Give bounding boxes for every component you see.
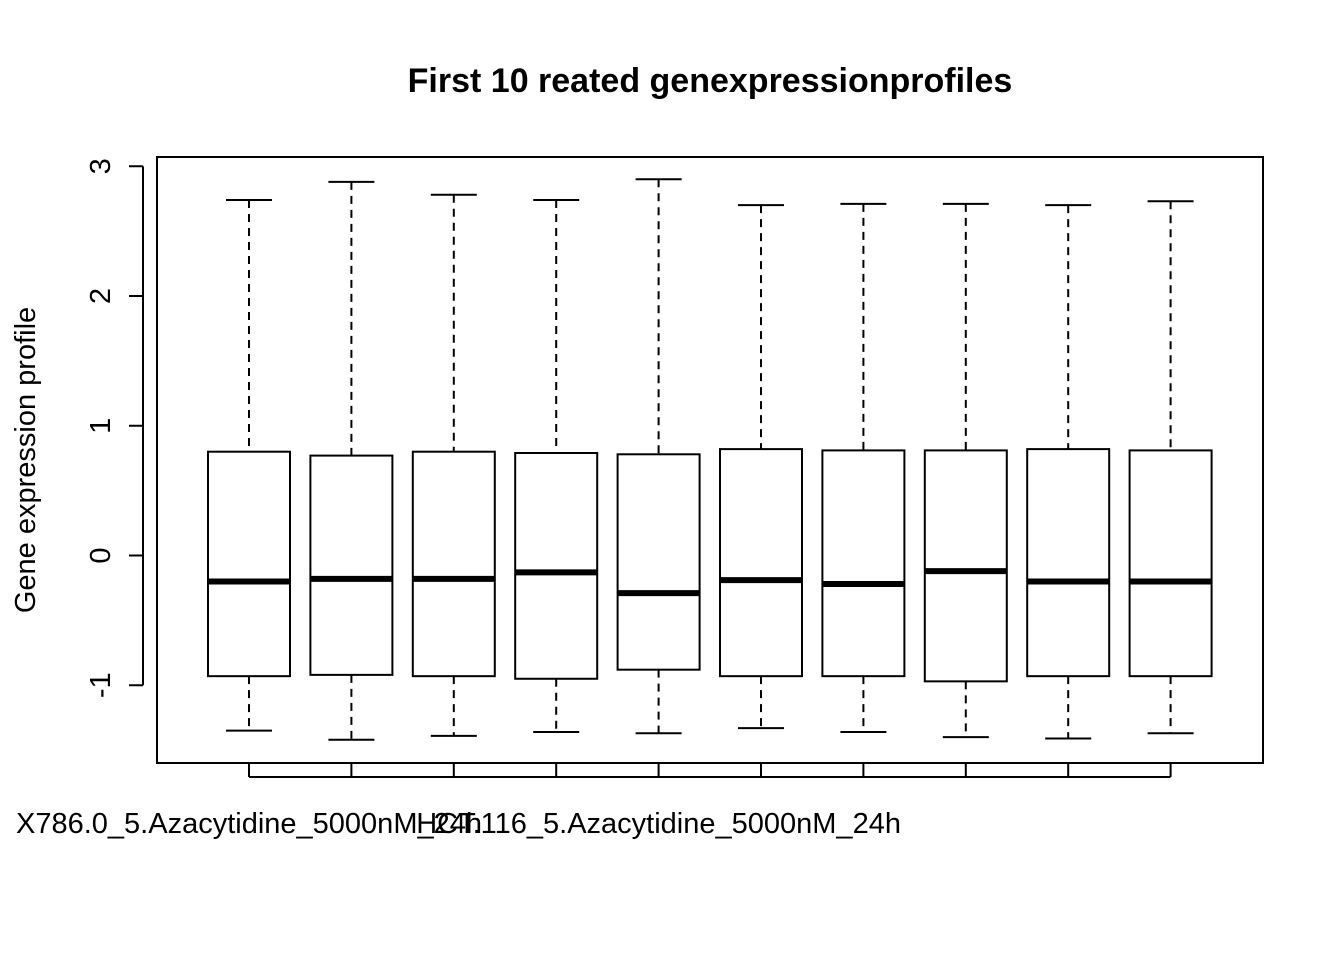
box-iqr bbox=[923, 449, 1008, 683]
box-iqr bbox=[514, 451, 599, 680]
box-iqr bbox=[1128, 449, 1213, 678]
x-axis: X786.0_5.Azacytidine_5000nM_24hHCT.116_5… bbox=[16, 763, 1172, 840]
box-series bbox=[207, 178, 1213, 741]
box-iqr bbox=[207, 450, 291, 678]
box-iqr bbox=[411, 450, 496, 678]
y-tick-label: 1 bbox=[85, 418, 117, 434]
y-axis: -1 0 1 2 3 bbox=[85, 158, 144, 698]
y-tick-label: 3 bbox=[85, 158, 117, 174]
chart-title: First 10 reated genexpressionprofiles bbox=[408, 62, 1013, 100]
x-tick-label: X786.0_5.Azacytidine_5000nM_24h bbox=[16, 808, 482, 840]
y-tick-label: 2 bbox=[85, 288, 117, 304]
box-iqr bbox=[719, 448, 803, 678]
box-iqr bbox=[616, 453, 701, 671]
box-iqr bbox=[309, 454, 394, 676]
box-iqr bbox=[1026, 448, 1111, 678]
box-1 bbox=[207, 198, 291, 732]
box-7 bbox=[821, 202, 906, 733]
box-3 bbox=[411, 193, 496, 737]
box-8 bbox=[923, 202, 1008, 739]
box-2 bbox=[309, 180, 394, 741]
box-4 bbox=[514, 198, 599, 733]
y-tick-label: -1 bbox=[85, 672, 117, 698]
box-9 bbox=[1026, 204, 1111, 740]
box-10 bbox=[1128, 200, 1213, 735]
y-axis-label: Gene expression profile bbox=[10, 307, 42, 613]
box-6 bbox=[719, 204, 803, 730]
box-5 bbox=[616, 178, 701, 735]
y-tick-label: 0 bbox=[85, 547, 117, 563]
plot-frame bbox=[156, 156, 1264, 764]
box-iqr bbox=[821, 449, 906, 678]
x-tick-label: HCT.116_5.Azacytidine_5000nM_24h bbox=[416, 808, 901, 840]
